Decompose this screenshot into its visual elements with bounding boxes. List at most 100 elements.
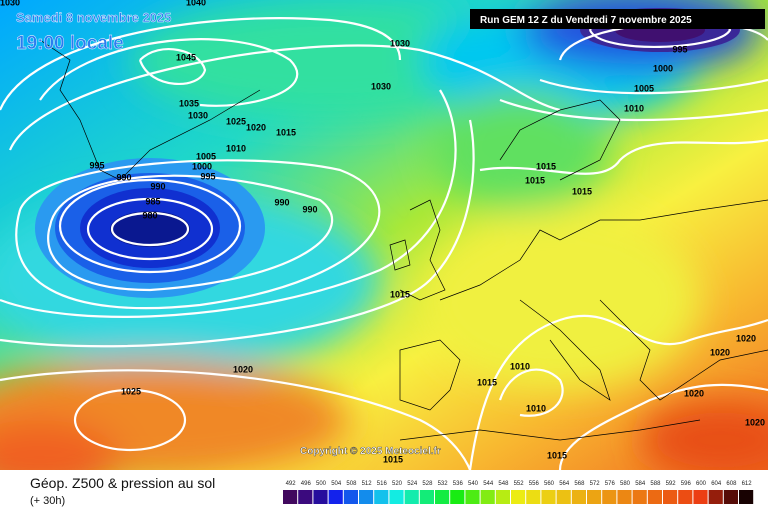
scale-swatch — [678, 490, 693, 504]
scale-swatch — [587, 490, 602, 504]
scale-swatch — [632, 490, 647, 504]
forecast-time: 19:00 locale — [16, 33, 124, 54]
scale-label: 564 — [559, 481, 570, 487]
isobar-label: 1025 — [121, 386, 141, 396]
isobar-label: 1015 — [276, 127, 296, 137]
isobar-label: 1030 — [0, 0, 20, 7]
scale-swatch — [693, 490, 708, 504]
scale-swatch — [328, 490, 343, 504]
run-box — [470, 9, 765, 29]
scale-swatch — [313, 490, 328, 504]
isobars — [0, 10, 768, 470]
scale-label: 588 — [650, 481, 661, 487]
isobar-label: 1025 — [226, 116, 246, 126]
scale-swatch — [359, 490, 374, 504]
scale-label: 532 — [438, 481, 449, 487]
scale-label: 528 — [422, 481, 433, 487]
scale-swatch — [389, 490, 404, 504]
scale-label: 504 — [331, 481, 342, 487]
isobar-label: 1015 — [477, 377, 497, 387]
scale-label: 496 — [301, 481, 312, 487]
scale-label: 544 — [483, 481, 494, 487]
color-scale: 492 496 500 504 508 512 516 520 524 528 532 536 540 5… — [283, 481, 754, 504]
isobar-label: 1020 — [233, 364, 253, 374]
copyright: Copyright © 2025 Meteociel.fr — [300, 446, 441, 457]
scale-label: 548 — [498, 481, 509, 487]
isobar-label: 1020 — [684, 388, 704, 398]
isobar-label: 1000 — [653, 63, 673, 73]
scale-swatch — [404, 490, 419, 504]
scale-label: 552 — [514, 481, 525, 487]
scale-label: 608 — [726, 481, 737, 487]
scale-swatch — [526, 490, 541, 504]
scale-label: 560 — [544, 481, 555, 487]
isobar-label: 985 — [145, 196, 160, 206]
scale-swatch — [663, 490, 678, 504]
isobar-label: 1000 — [192, 161, 212, 171]
scale-label: 596 — [681, 481, 692, 487]
isobar-label: 990 — [274, 197, 289, 207]
isobar-label: 1005 — [634, 83, 654, 93]
forecast-date: Samedi 8 novembre 2025 — [16, 10, 171, 25]
run-info: Run GEM 12 Z du Vendredi 7 novembre 2025 — [480, 15, 692, 26]
scale-swatch — [647, 490, 662, 504]
footer-title: Géop. Z500 & pression au sol — [30, 475, 215, 491]
isobar-label: 1010 — [624, 103, 644, 113]
scale-swatch — [495, 490, 510, 504]
scale-label: 572 — [590, 481, 601, 487]
scale-swatch — [298, 490, 313, 504]
scale-swatch — [419, 490, 434, 504]
isobar-label: 1005 — [196, 151, 216, 161]
map-area: 1040 1030 1045 1035 1030 1025 1020 1015 1010 1005… — [0, 0, 768, 470]
scale-label: 568 — [574, 481, 585, 487]
isobar-label: 1030 — [188, 110, 208, 120]
footer-lead: (+ 30h) — [30, 495, 65, 507]
isobar-label: 1015 — [536, 161, 556, 171]
scale-swatch — [556, 490, 571, 504]
scale-swatch — [465, 490, 480, 504]
isobar-label: 995 — [89, 160, 104, 170]
low-pressure-core — [35, 8, 740, 298]
isobar-label: 1035 — [179, 98, 199, 108]
isobar-label: 990 — [116, 172, 131, 182]
scale-label: 508 — [346, 481, 357, 487]
scale-label: 604 — [711, 481, 722, 487]
scale-swatch — [450, 490, 465, 504]
scale-swatch — [617, 490, 632, 504]
scale-label: 536 — [453, 481, 464, 487]
scale-label: 540 — [468, 481, 479, 487]
scale-label: 492 — [286, 481, 297, 487]
isobar-label: 1015 — [383, 454, 403, 464]
isobar-label: 990 — [302, 204, 317, 214]
isobar-label: 1020 — [710, 347, 730, 357]
scale-swatch — [541, 490, 556, 504]
scale-swatch — [374, 490, 389, 504]
scale-swatch — [283, 490, 298, 504]
isobar-label: 1020 — [736, 333, 756, 343]
isobar-label: 1045 — [176, 52, 196, 62]
scale-swatch — [511, 490, 526, 504]
isobar-label: 980 — [142, 210, 157, 220]
isobar-label: 1020 — [745, 417, 765, 427]
scale-label: 520 — [392, 481, 403, 487]
isobar-label: 1010 — [226, 143, 246, 153]
scale-label: 592 — [666, 481, 677, 487]
scale-label: 612 — [742, 481, 753, 487]
isobar-label: 1030 — [390, 38, 410, 48]
isobar-label: 1015 — [572, 186, 592, 196]
scale-swatch — [435, 490, 450, 504]
scale-label: 600 — [696, 481, 707, 487]
scale-label: 584 — [635, 481, 646, 487]
isobar-label: 1015 — [390, 289, 410, 299]
scale-label: 580 — [620, 481, 631, 487]
coastlines — [39, 39, 768, 441]
isobar-label: 990 — [150, 181, 165, 191]
scale-label: 512 — [362, 481, 373, 487]
isobar-label: 1010 — [510, 361, 530, 371]
scale-swatch — [739, 490, 754, 504]
isobar-label: 1040 — [186, 0, 206, 7]
scale-label: 500 — [316, 481, 327, 487]
scale-label: 524 — [407, 481, 418, 487]
isobar-label: 1015 — [525, 175, 545, 185]
